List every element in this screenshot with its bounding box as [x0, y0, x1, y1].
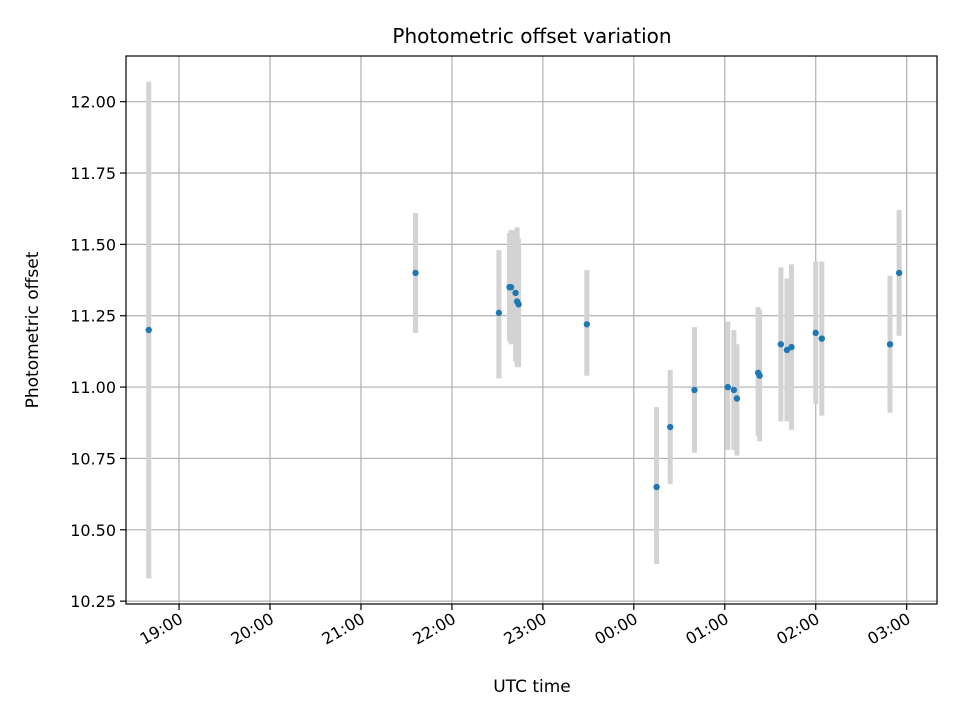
y-tick-label: 11.25	[70, 307, 116, 326]
data-point	[724, 383, 732, 391]
data-point	[783, 346, 791, 354]
y-tick-label: 12.00	[70, 93, 116, 112]
data-point	[512, 289, 519, 297]
y-axis-label: Photometric offset	[23, 251, 43, 408]
data-point	[515, 301, 522, 308]
data-points	[145, 269, 903, 491]
grid-lines	[126, 56, 937, 604]
x-axis-ticks: 19:00 20:00 21:00 22:00 23:00 00:00 01:00 02:00…	[137, 604, 914, 649]
data-point	[507, 283, 515, 291]
plot-frame	[125, 55, 938, 605]
data-point	[653, 483, 660, 491]
data-point	[145, 326, 152, 334]
x-tick-label: 22:00	[409, 609, 458, 649]
data-point	[895, 269, 903, 277]
y-tick-label: 10.50	[70, 521, 116, 540]
x-tick-label: 23:00	[500, 609, 549, 649]
y-tick-label: 10.75	[70, 449, 116, 468]
x-tick-label: 21:00	[319, 609, 368, 649]
error-bars	[146, 81, 902, 579]
y-tick-label: 10.25	[70, 592, 116, 611]
x-tick-label: 01:00	[682, 609, 731, 649]
data-point	[412, 269, 419, 277]
x-tick-label: 19:00	[137, 609, 186, 649]
x-axis-label: UTC time	[493, 677, 571, 697]
data-point	[583, 321, 591, 328]
data-point	[886, 341, 894, 348]
y-tick-label: 11.75	[70, 164, 116, 183]
y-tick-label: 11.00	[70, 378, 116, 397]
data-point	[812, 329, 819, 337]
data-point	[733, 395, 741, 402]
y-axis-ticks: 10.25 10.50 10.75 11.00 11.25 11.50 11.75 12.00	[70, 93, 126, 611]
y-tick-label: 11.50	[70, 235, 116, 254]
data-point	[777, 341, 785, 348]
data-point	[495, 309, 503, 317]
data-point	[667, 423, 674, 431]
data-point	[691, 386, 698, 394]
x-tick-label: 02:00	[773, 609, 822, 649]
data-point	[730, 386, 738, 394]
x-tick-label: 03:00	[864, 609, 913, 649]
data-point	[818, 335, 825, 342]
x-tick-label: 00:00	[591, 609, 640, 649]
data-point	[756, 372, 763, 379]
x-tick-label: 20:00	[228, 609, 277, 649]
data-point	[788, 343, 795, 351]
chart-title: Photometric offset variation	[392, 24, 671, 48]
